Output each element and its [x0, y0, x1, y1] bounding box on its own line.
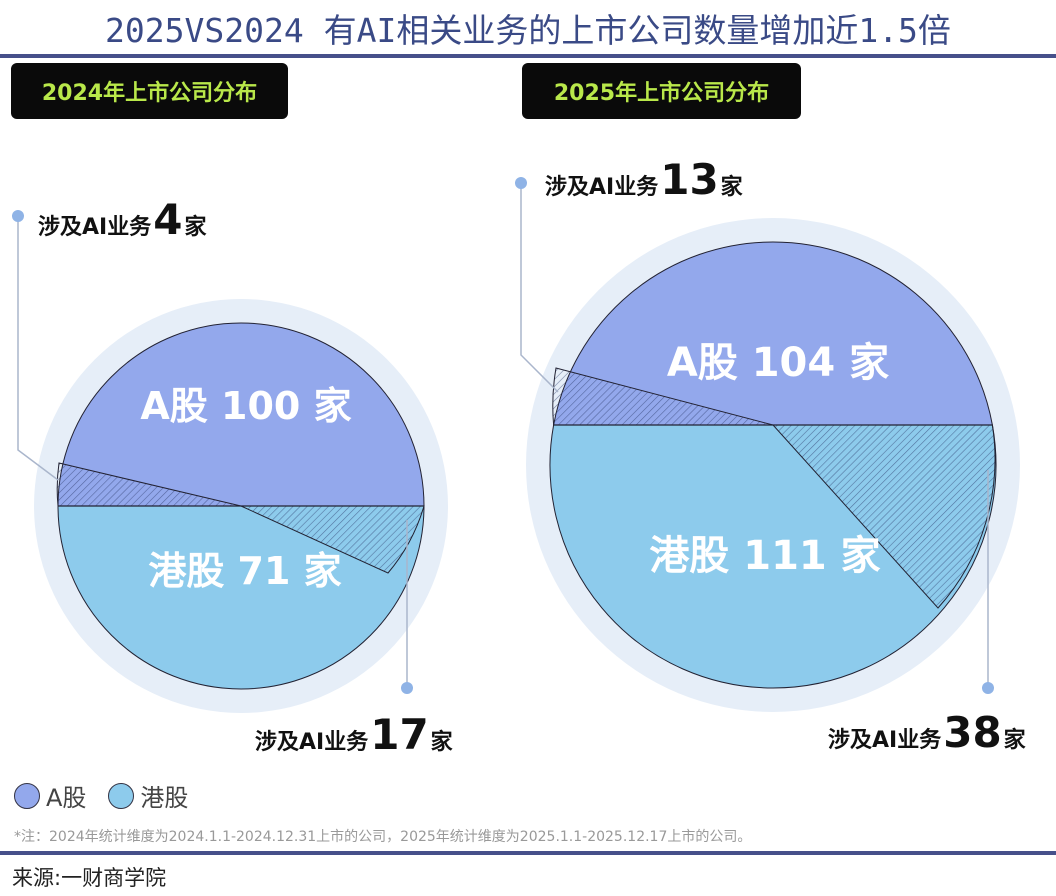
- slice-hk-ai-hatch: [771, 424, 996, 609]
- chart-title-2025: 2025年上市公司分布: [522, 63, 801, 119]
- leader-dot: [401, 682, 413, 694]
- footnote: *注：2024年统计维度为2024.1.1-2024.12.31上市的公司，20…: [14, 829, 752, 845]
- slice-label-hk: 港股 111 家: [649, 533, 880, 579]
- leader-line: [17, 216, 59, 481]
- slice-a-ai-hatch: [552, 367, 774, 426]
- source: 来源:一财商学院: [12, 866, 167, 890]
- legend-label-hk: 港股: [140, 784, 189, 812]
- legend-swatch-hk: [108, 782, 135, 809]
- leader-dot: [982, 682, 994, 694]
- slice-a-ai-hatch: [56, 462, 242, 507]
- slice-a-share: [57, 322, 425, 507]
- ai-label-2025-hk: 涉及AI业务38家: [828, 708, 1026, 757]
- leader-dot: [515, 177, 527, 189]
- slice-a-share: [553, 241, 993, 426]
- slice-label-hk: 港股 71 家: [148, 549, 341, 593]
- leader-line: [520, 183, 559, 393]
- divider: [0, 54, 1056, 58]
- slice-label-a: A股 100 家: [140, 384, 351, 428]
- page-title: 2025VS2024 有AI相关业务的上市公司数量增加近1.5倍: [105, 11, 951, 50]
- legend-swatch-a: [14, 782, 40, 809]
- legend-label-a: A股: [46, 784, 87, 812]
- ai-label-2024-hk: 涉及AI业务17家: [255, 710, 453, 759]
- legend: A股 港股: [14, 778, 188, 813]
- divider: [0, 851, 1056, 855]
- slice-label-a: A股 104 家: [667, 340, 889, 386]
- ai-label-2024-a: 涉及AI业务4家: [38, 195, 207, 244]
- ai-label-2025-a: 涉及AI业务13家: [545, 155, 743, 204]
- chart-title-2024: 2024年上市公司分布: [11, 63, 288, 119]
- leader-dot: [12, 210, 24, 222]
